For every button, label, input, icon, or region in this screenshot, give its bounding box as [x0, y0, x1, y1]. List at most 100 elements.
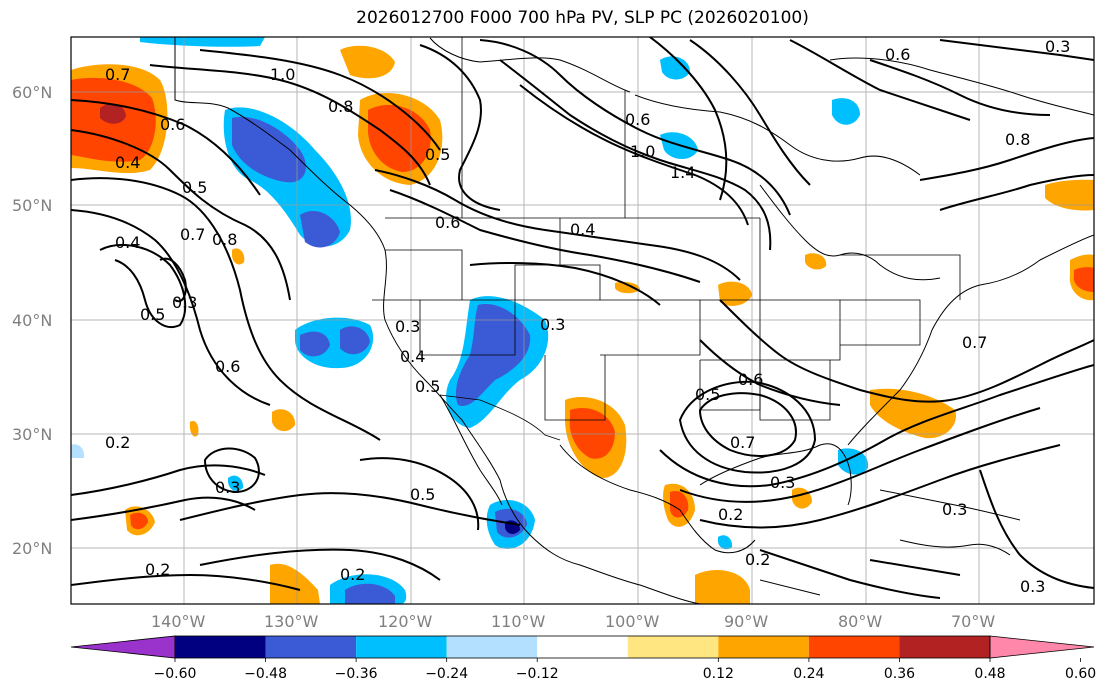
contour-label: 0.3: [942, 500, 967, 519]
coastlines: [174, 37, 1094, 604]
contour-label: 0.5: [140, 305, 165, 324]
colorbar-swatch: [175, 636, 266, 658]
contour-label: 0.3: [540, 315, 565, 334]
positive-anomaly-patch: [569, 408, 615, 459]
colorbar-extend-low: [70, 635, 176, 659]
colorbar-tick-label: 0.48: [974, 666, 1005, 682]
colorbar-extend-high: [989, 635, 1095, 659]
contour-label: 0.5: [415, 377, 440, 396]
lon-label: 90°W: [724, 612, 768, 631]
negative-anomaly-patch: [340, 326, 370, 355]
contour-label: 0.4: [570, 220, 595, 239]
contour-label: 0.5: [182, 178, 207, 197]
contour-label: 0.3: [1020, 577, 1045, 596]
contour-label: 1.4: [670, 163, 695, 182]
contour-label: 0.8: [1005, 130, 1030, 149]
contour-label: 0.3: [172, 293, 197, 312]
contour-label: 0.7: [730, 433, 755, 452]
contour-label: 0.4: [115, 233, 140, 252]
negative-anomaly-patch: [832, 98, 860, 125]
positive-anomaly-patch: [1073, 267, 1094, 292]
colorbar-tick-label: −0.36: [335, 666, 378, 682]
negative-anomaly-patch: [660, 56, 690, 80]
negative-anomaly-patch: [300, 331, 330, 357]
negative-anomaly-patch: [345, 583, 395, 604]
colorbar-swatch: [446, 636, 538, 658]
lon-label: 140°W: [151, 612, 206, 631]
contour-label: 0.2: [340, 565, 365, 584]
lon-label: 110°W: [491, 612, 546, 631]
negative-anomaly-patch: [140, 37, 265, 47]
colorbar-tick-label: −0.60: [154, 666, 197, 682]
map-title: 2026012700 F000 700 hPa PV, SLP PC (2026…: [356, 8, 809, 28]
positive-anomaly-patch: [615, 281, 640, 294]
contour-label: 0.6: [885, 45, 910, 64]
lon-label: 70°W: [951, 612, 995, 631]
colorbar-swatch: [899, 636, 990, 658]
colorbar-swatch: [265, 636, 357, 658]
colorbar-tick-label: 0.24: [793, 666, 824, 682]
lat-label: 60°N: [12, 83, 52, 102]
colorbar-tick-label: 0.36: [884, 666, 915, 682]
positive-anomaly-patch: [232, 248, 245, 265]
positive-anomaly-patch: [805, 253, 827, 270]
contour-label: 0.3: [1045, 37, 1070, 56]
contour-label: 0.3: [215, 478, 240, 497]
contour-label: 0.8: [212, 230, 237, 249]
contour-lines: [71, 37, 1094, 599]
lat-label: 20°N: [12, 539, 52, 558]
lon-label: 120°W: [378, 612, 433, 631]
contour-label: 0.7: [105, 65, 130, 84]
positive-anomaly-patch: [189, 420, 199, 437]
colorbar-swatch: [808, 636, 900, 658]
contour-label: 0.3: [770, 473, 795, 492]
negative-anomaly-patch: [838, 448, 869, 475]
contour-label: 0.7: [180, 225, 205, 244]
positive-anomaly-patch: [695, 570, 750, 604]
lat-label: 50°N: [12, 196, 52, 215]
longitude-labels: 140°W 130°W 120°W 110°W 100°W 90°W 80°W …: [151, 612, 995, 631]
contour-label: 1.0: [270, 65, 295, 84]
colorbar-tick-label: 0.60: [1065, 666, 1096, 682]
contour-label: 0.2: [745, 550, 770, 569]
contour-label: 0.5: [425, 145, 450, 164]
negative-anomaly-patch: [232, 116, 306, 183]
positive-anomaly-patch: [130, 512, 148, 530]
positive-anomaly-patch: [340, 45, 395, 79]
contour-label: 0.6: [738, 370, 763, 389]
contour-labels: 0.7 0.6 0.4 0.5 1.0 0.8 0.5 0.6 1.0 1.4 …: [105, 37, 1070, 596]
strong-positive-anomaly-patch: [100, 103, 126, 124]
contour-label: 0.7: [962, 333, 987, 352]
lon-label: 100°W: [605, 612, 660, 631]
positive-anomaly-patch: [270, 563, 320, 604]
colorbar: −0.60 −0.48 −0.36 −0.24 −0.12 0.12 0.24 0.36 0.4…: [70, 635, 1096, 682]
pv-shading: [71, 37, 1094, 604]
contour-label: 0.8: [328, 97, 353, 116]
contour-label: 0.5: [410, 485, 435, 504]
contour-label: 0.6: [160, 115, 185, 134]
contour-label: 0.4: [115, 153, 140, 172]
colorbar-tick-label: −0.24: [425, 666, 468, 682]
colorbar-tick-label: 0.12: [703, 666, 734, 682]
contour-label: 0.2: [105, 433, 130, 452]
negative-anomaly-patch: [71, 444, 85, 458]
colorbar-swatch: [627, 636, 719, 658]
negative-anomaly-patch: [718, 535, 733, 550]
lat-label: 40°N: [12, 311, 52, 330]
colorbar-outline: [174, 635, 991, 659]
positive-anomaly-patch: [670, 490, 689, 518]
colorbar-swatch: [537, 636, 628, 658]
map-panel: 0.7 0.6 0.4 0.5 1.0 0.8 0.5 0.6 1.0 1.4 …: [70, 36, 1095, 605]
contour-label: 0.6: [215, 357, 240, 376]
positive-anomaly-patch: [1045, 179, 1094, 211]
positive-anomaly-patch: [272, 409, 296, 432]
contour-label: 1.0: [630, 142, 655, 161]
negative-anomaly-patch: [228, 475, 244, 491]
lat-label: 30°N: [12, 425, 52, 444]
gridlines: [71, 37, 1094, 604]
contour-label: 0.5: [695, 385, 720, 404]
contour-label: 0.3: [395, 317, 420, 336]
map-frame: [70, 36, 1095, 605]
colorbar-swatch: [718, 636, 809, 658]
colorbar-tick-label: −0.48: [244, 666, 287, 682]
